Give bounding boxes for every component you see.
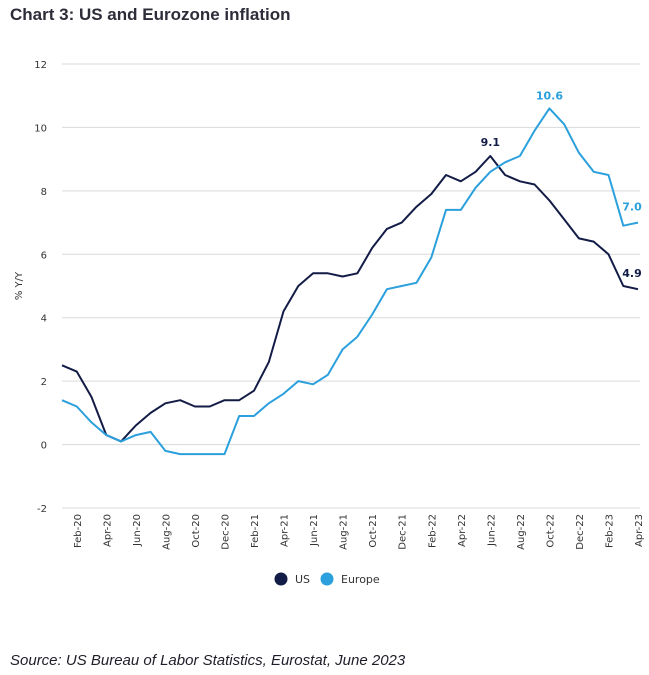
x-tick-label: Oct-22 (545, 514, 556, 548)
data-labels: 9.1 10.6 7.0 4.9 (481, 89, 643, 280)
data-label: 7.0 (622, 201, 642, 214)
series-lines (61, 107, 639, 456)
legend-marker-us (274, 572, 288, 586)
y-tick-label: 2 (41, 377, 47, 388)
x-axis-ticks: Feb-20 Apr-20 Jun-20 Aug-20 Oct-20 Dec-20 Feb-… (73, 514, 645, 550)
x-tick-label: Aug-22 (516, 514, 527, 550)
x-tick-label: Oct-20 (191, 514, 202, 548)
x-tick-label: Feb-22 (427, 514, 438, 548)
x-tick-label: Apr-23 (634, 514, 645, 547)
y-tick-label: 4 (41, 314, 47, 325)
x-tick-label: Apr-22 (457, 514, 468, 547)
legend-label-us: US (295, 573, 310, 586)
x-tick-label: Apr-21 (280, 514, 291, 547)
data-label: 4.9 (622, 267, 642, 280)
y-tick-label: 10 (34, 123, 47, 134)
legend-marker-europe (320, 572, 334, 586)
x-tick-label: Aug-20 (161, 514, 172, 550)
x-tick-label: Aug-21 (339, 514, 350, 550)
x-tick-label: Dec-21 (398, 514, 409, 550)
series-line-us (61, 155, 639, 443)
x-tick-label: Feb-21 (250, 514, 261, 548)
x-tick-label: Apr-20 (102, 514, 113, 547)
series-line-europe (61, 107, 639, 456)
x-tick-label: Jun-22 (486, 514, 497, 547)
y-tick-label: -2 (37, 504, 47, 515)
legend-label-europe: Europe (341, 573, 380, 586)
x-tick-label: Feb-23 (604, 514, 615, 548)
x-tick-label: Dec-22 (575, 514, 586, 550)
y-tick-label: 12 (34, 60, 47, 71)
y-tick-label: 6 (41, 250, 47, 261)
chart-title: Chart 3: US and Eurozone inflation (10, 5, 291, 24)
y-tick-label: 8 (41, 187, 47, 198)
data-label: 9.1 (481, 136, 501, 149)
x-tick-label: Feb-20 (73, 514, 84, 548)
x-tick-label: Dec-20 (220, 514, 231, 550)
data-label: 10.6 (536, 89, 563, 102)
source-note: Source: US Bureau of Labor Statistics, E… (10, 652, 406, 669)
y-axis-ticks: -2 0 2 4 6 8 10 12 (34, 60, 47, 515)
x-tick-label: Oct-21 (368, 514, 379, 548)
x-tick-label: Jun-21 (309, 514, 320, 547)
legend: US Europe (274, 572, 380, 586)
x-tick-label: Jun-20 (132, 514, 143, 547)
grid (62, 63, 640, 509)
y-tick-label: 0 (41, 441, 47, 452)
y-axis-label: % Y/Y (14, 271, 25, 300)
